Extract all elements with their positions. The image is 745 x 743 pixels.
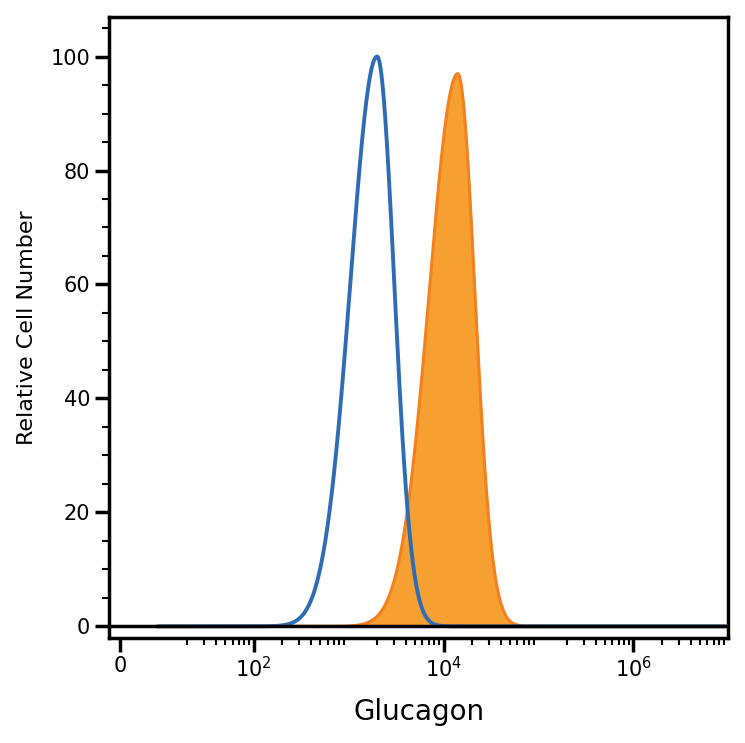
X-axis label: Glucagon: Glucagon <box>353 698 484 727</box>
Y-axis label: Relative Cell Number: Relative Cell Number <box>16 210 37 444</box>
